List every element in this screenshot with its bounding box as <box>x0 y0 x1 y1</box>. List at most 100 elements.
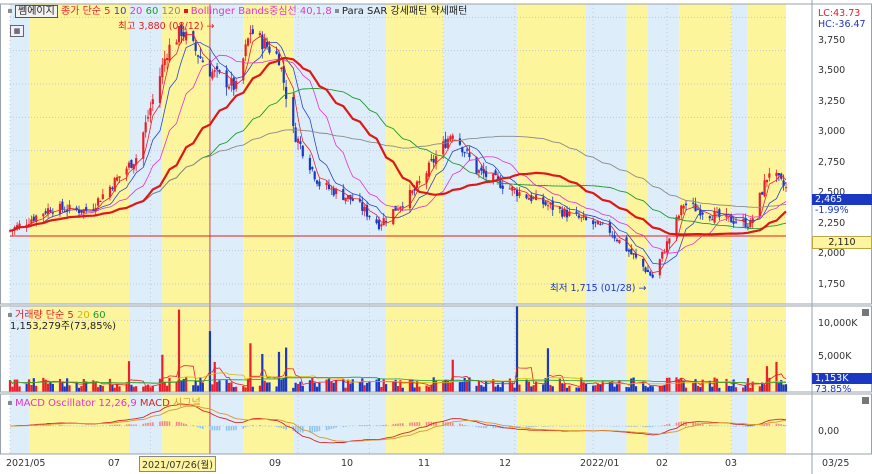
candle-body <box>275 51 278 54</box>
candle-body <box>280 67 283 69</box>
candle-body <box>765 179 769 183</box>
volume-bar <box>525 379 528 392</box>
volume-bar <box>584 383 588 392</box>
volume-bar <box>85 381 88 392</box>
candle-body <box>480 167 483 171</box>
candle-body <box>332 188 335 196</box>
volume-y-tick: 5,000K <box>818 351 852 362</box>
volume-bar <box>108 378 112 392</box>
volume-bar <box>118 386 121 392</box>
period-band <box>747 4 786 304</box>
volume-bar <box>692 382 695 392</box>
low-annotation-text: 최저 1,715 (01/28) <box>550 283 636 294</box>
signal-line-label: 시그널 <box>173 398 201 409</box>
candle-body <box>258 33 262 36</box>
volume-bar <box>132 386 135 392</box>
candle-body <box>132 163 135 170</box>
candle-body <box>499 180 502 188</box>
candle-body <box>382 218 385 226</box>
volume-bar <box>111 384 114 392</box>
volume-bar <box>711 386 714 392</box>
candle-body <box>351 198 354 201</box>
candle-body <box>177 26 181 43</box>
volume-bar <box>508 378 511 392</box>
volume-bar <box>580 377 583 392</box>
candle-body <box>663 252 666 254</box>
period-band <box>678 394 732 454</box>
candle-body <box>682 205 685 209</box>
volume-bar <box>166 385 169 392</box>
volume-bar <box>594 385 597 392</box>
candle-body <box>368 215 371 217</box>
candle-body <box>301 145 304 157</box>
candle-body <box>158 76 162 103</box>
volume-bar <box>261 354 264 392</box>
panel-collapse-icon[interactable] <box>862 309 869 316</box>
ma120-label: 120 <box>161 6 181 17</box>
candle-body <box>482 168 485 174</box>
volume-bar <box>318 382 321 392</box>
volume-bar <box>263 380 266 392</box>
candle-body <box>734 221 738 223</box>
candle-body <box>711 219 714 221</box>
volume-bar <box>161 354 164 392</box>
macd-menu-icon[interactable] <box>8 401 12 405</box>
volume-bar <box>101 385 104 392</box>
candle-body <box>461 147 464 153</box>
volume-bar <box>527 381 531 392</box>
candle-body <box>296 138 300 143</box>
candle-body <box>108 186 112 198</box>
candle-body <box>325 182 328 186</box>
volume-ma-label: 단순 <box>45 310 65 321</box>
volume-bar <box>551 386 554 392</box>
candle-body <box>684 203 688 206</box>
candle-body <box>263 38 266 49</box>
panel-collapse-icon[interactable] <box>862 397 869 404</box>
panel-menu-icon[interactable] <box>8 9 12 13</box>
volume-bar <box>649 385 652 392</box>
volume-bar <box>27 379 31 392</box>
volume-bar <box>77 387 81 392</box>
volume-bar <box>127 361 131 392</box>
volume-bar <box>765 366 769 392</box>
candle-body <box>265 42 269 47</box>
volume-bar <box>296 383 300 392</box>
y-tick: 2,750 <box>818 157 846 168</box>
ma5-line <box>9 33 787 274</box>
volume-bar <box>215 381 219 392</box>
volume-bar <box>149 387 152 392</box>
candle-body <box>518 192 521 196</box>
candle-body <box>18 223 21 228</box>
candle-body <box>511 186 514 191</box>
candle-body <box>85 207 88 211</box>
volume-bar <box>468 377 471 392</box>
volume-bar <box>330 381 333 392</box>
candle-body <box>630 249 633 255</box>
candle-body <box>130 159 133 168</box>
candle-body <box>513 188 516 190</box>
candle-body <box>268 46 271 53</box>
volume-bar <box>113 387 116 392</box>
volume-bar <box>218 380 221 392</box>
volume-bar <box>577 387 581 392</box>
candle-body <box>232 77 235 90</box>
volume-bar <box>627 387 630 392</box>
period-band <box>626 394 648 454</box>
volume-bar <box>92 380 95 392</box>
period-band <box>647 4 679 304</box>
candle-body <box>8 230 12 232</box>
candle-body <box>727 215 730 217</box>
candle-body <box>261 34 264 50</box>
period-band <box>443 394 518 454</box>
volume-bar <box>658 385 661 392</box>
candle-body <box>582 215 585 218</box>
candle-body <box>299 141 302 144</box>
volume-bar <box>513 387 516 392</box>
candle-body <box>427 162 431 177</box>
candle-body <box>292 96 295 126</box>
volume-bar <box>168 377 171 392</box>
candle-body <box>611 235 614 237</box>
stock-name[interactable]: 쎔에이지 <box>15 5 58 18</box>
panel-toggle-icon[interactable]: ▦ <box>10 25 24 37</box>
volume-menu-icon[interactable] <box>8 313 12 317</box>
